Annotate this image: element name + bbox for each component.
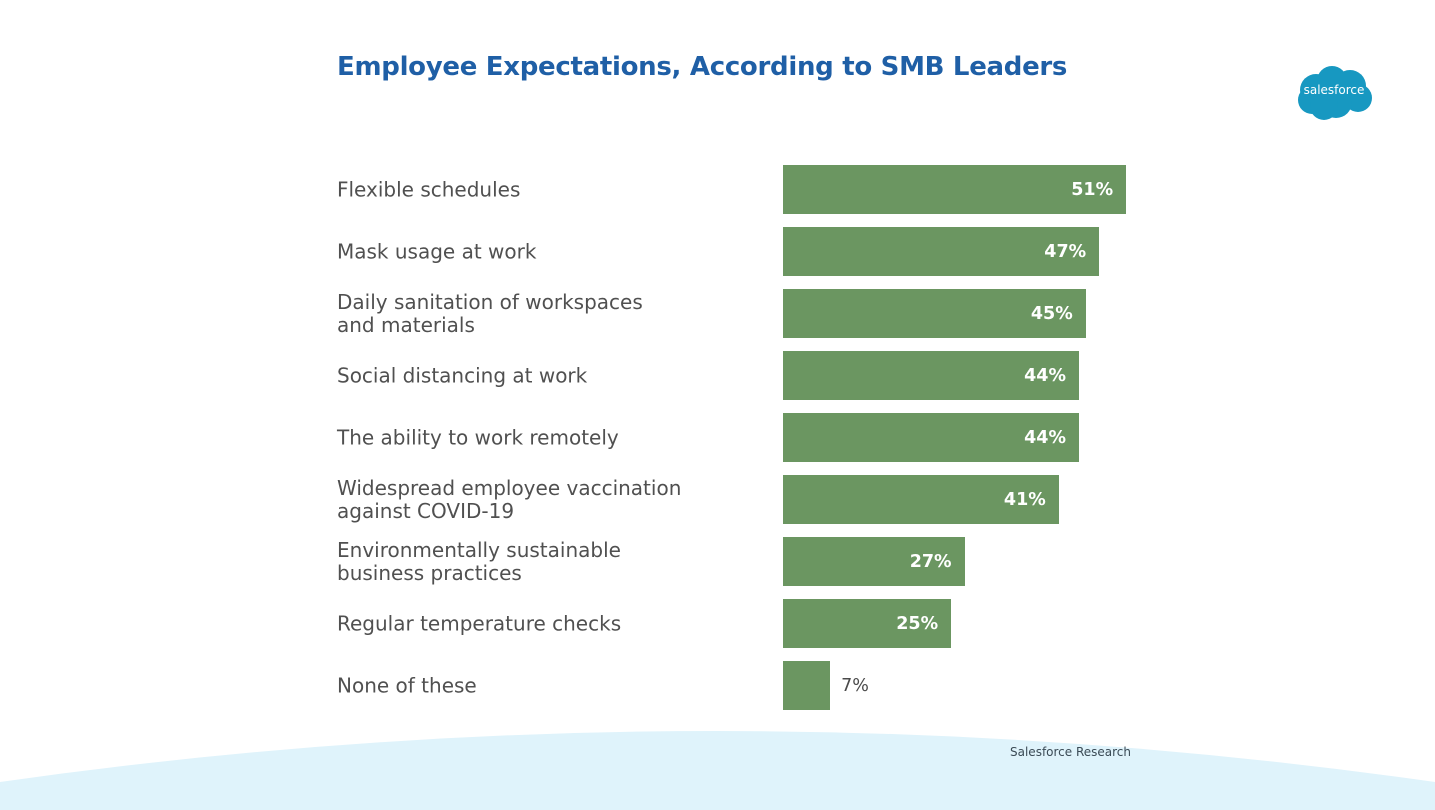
background-wave [0, 731, 1435, 810]
data-label: 51% [1071, 179, 1114, 200]
bar [783, 475, 1059, 524]
bar [783, 599, 952, 648]
data-label: 44% [1024, 365, 1066, 386]
bar [783, 289, 1086, 338]
category-label-line: Daily sanitation of workspaces [337, 289, 643, 314]
category-label-line: Flexible schedules [337, 177, 521, 201]
category-label: Environmentally sustainable business prac… [337, 537, 757, 585]
data-label: 47% [1044, 241, 1087, 262]
source-label: Salesforce Research [1010, 745, 1132, 759]
category-label-line: against COVID-19 [337, 498, 515, 523]
category-label-line: Mask usage at work [337, 239, 537, 263]
bar [783, 165, 1127, 214]
category-label: Widespread employee vaccination against C… [337, 475, 757, 523]
chart-title: Employee Expectations, According to SMB … [337, 52, 1068, 82]
category-label-line: The ability to work remotely [337, 425, 619, 449]
category-label: None of these [337, 674, 757, 697]
category-label-line: Widespread employee vaccination [337, 475, 682, 500]
data-label: 25% [896, 613, 939, 634]
category-label: Daily sanitation of workspaces and materi… [337, 289, 757, 337]
category-label-line: Social distancing at work [337, 363, 588, 387]
bar [783, 537, 965, 586]
category-label-line: Environmentally sustainable [337, 537, 621, 562]
category-label: Mask usage at work [337, 240, 757, 263]
bar [783, 413, 1080, 462]
data-label: 44% [1024, 427, 1066, 448]
bar [783, 661, 831, 710]
cloud-icon [1298, 66, 1372, 120]
salesforce-logo: salesforce [1294, 64, 1374, 122]
logo-text: salesforce [1303, 83, 1365, 97]
data-label: 7% [841, 675, 869, 696]
category-label-line: and materials [337, 312, 475, 337]
category-label-line: None of these [337, 673, 477, 697]
category-label: Social distancing at work [337, 364, 757, 387]
category-label: Flexible schedules [337, 178, 757, 201]
bar [783, 227, 1100, 276]
data-label: 45% [1030, 303, 1073, 324]
data-label: 27% [909, 551, 952, 572]
category-label: The ability to work remotely [337, 426, 757, 449]
data-label: 41% [1003, 489, 1046, 510]
category-label-line: business practices [337, 560, 522, 585]
category-label: Regular temperature checks [337, 612, 757, 635]
category-label-line: Regular temperature checks [337, 611, 622, 635]
bar [783, 351, 1080, 400]
